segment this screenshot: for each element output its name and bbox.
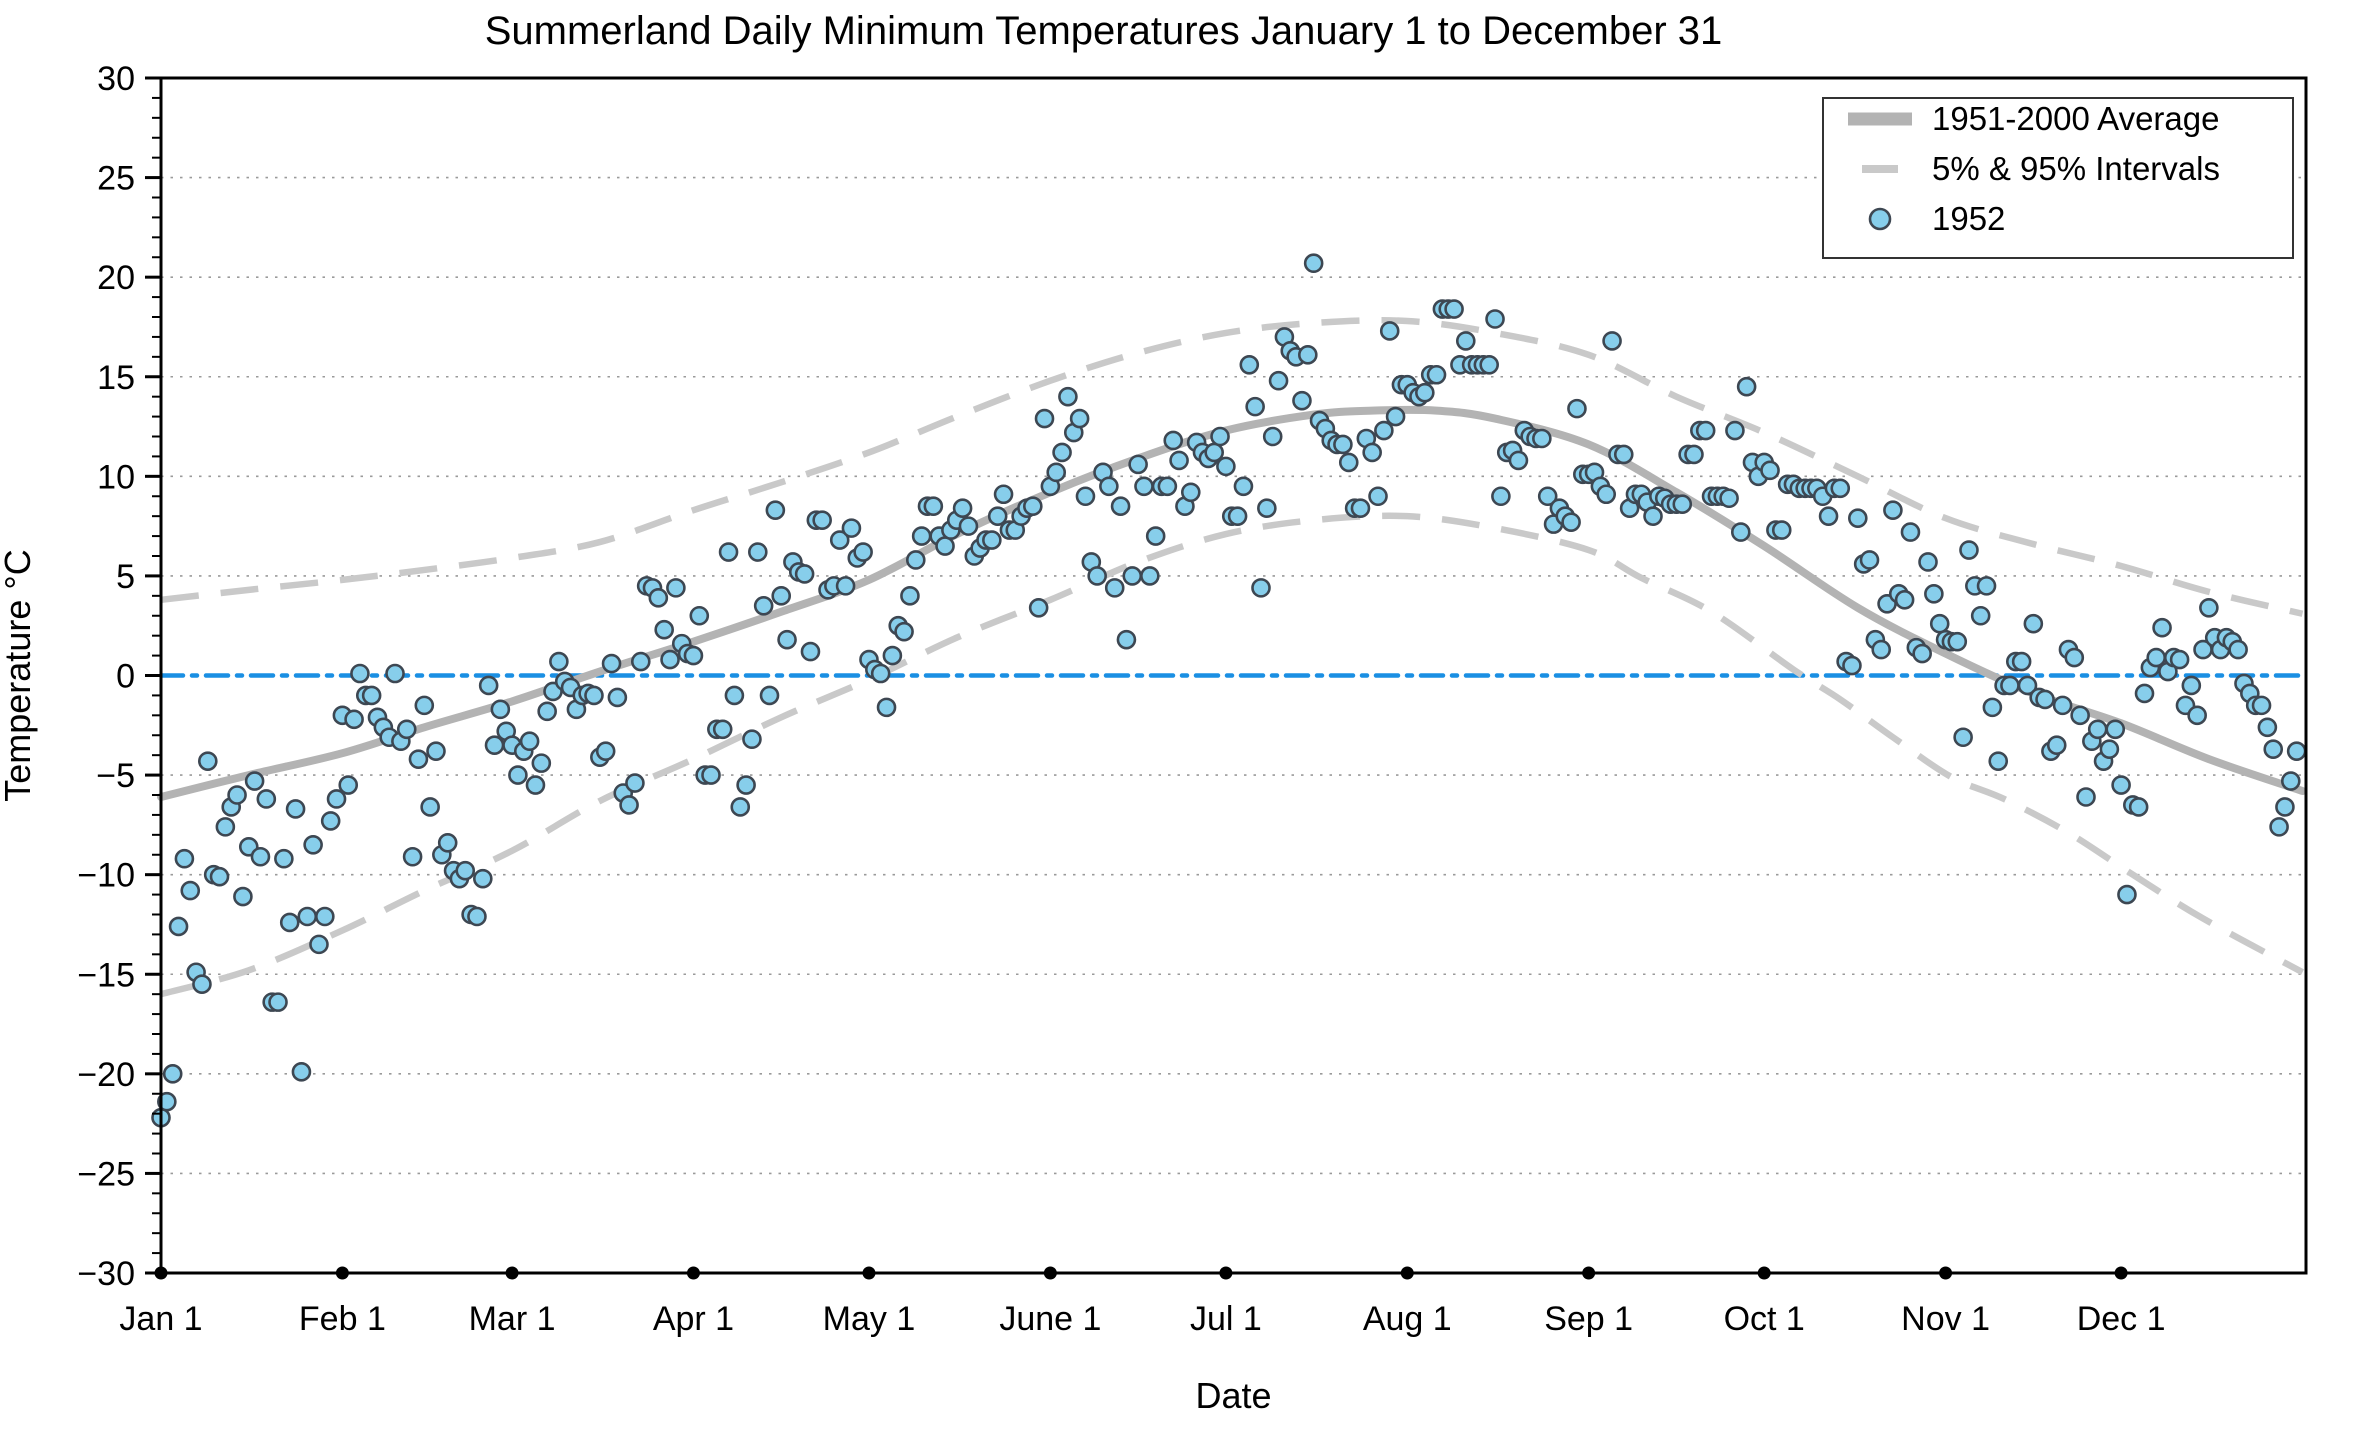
legend-item-average: 1951-2000 Average	[1848, 100, 2219, 137]
y-tick-label: −5	[96, 757, 135, 795]
x-tick-label: Oct 1	[1724, 1300, 1805, 1338]
y-tick-label: 5	[116, 558, 135, 596]
x-axis-label: Date	[1195, 1375, 1271, 1416]
chart-title: Summerland Daily Minimum Temperatures Ja…	[485, 9, 1723, 53]
legend: 1951-2000 Average 5% & 95% Intervals 195…	[1822, 97, 2294, 259]
y-tick-label: 10	[97, 458, 135, 496]
x-tick-label: Sep 1	[1544, 1300, 1633, 1338]
y-tick-label: −30	[77, 1255, 135, 1293]
x-tick-label: Aug 1	[1363, 1300, 1452, 1338]
legend-item-label: 5% & 95% Intervals	[1932, 150, 2220, 187]
x-tick-label: Jul 1	[1190, 1300, 1262, 1338]
legend-item-label: 1951-2000 Average	[1932, 100, 2219, 137]
scatter-points-1952	[151, 253, 2307, 1128]
x-tick-label: May 1	[823, 1300, 916, 1338]
y-tick-label: 0	[116, 658, 135, 696]
legend-item-label: 1952	[1932, 200, 2005, 237]
climatology-curves	[157, 317, 2307, 998]
y-tick-label: −25	[77, 1155, 135, 1193]
y-tick-label: 25	[97, 160, 135, 198]
legend-item-intervals: 5% & 95% Intervals	[1862, 150, 2220, 187]
x-tick-label: Nov 1	[1901, 1300, 1990, 1338]
y-tick-label: 15	[97, 359, 135, 397]
y-tick-label: 30	[97, 60, 135, 98]
x-tick-label: Apr 1	[653, 1300, 734, 1338]
x-tick-label: Dec 1	[2077, 1300, 2166, 1338]
y-axis-label: Temperature °C	[0, 549, 38, 802]
y-tick-label: −15	[77, 956, 135, 994]
legend-item-1952: 1952	[1868, 200, 2005, 237]
x-tick-label: Jan 1	[119, 1300, 202, 1338]
y-tick-label: 20	[97, 259, 135, 297]
axis-ticks	[145, 76, 2128, 1280]
x-tick-label: Mar 1	[469, 1300, 556, 1338]
y-tick-label: −20	[77, 1056, 135, 1094]
x-tick-label: June 1	[999, 1300, 1101, 1338]
axis-tick-labels: −30 −25 −20 −15 −10 −5 0 5 10 15 20 25 30 Jan 1 Feb 1 M…	[77, 60, 2165, 1338]
x-tick-label: Feb 1	[299, 1300, 386, 1338]
y-tick-label: −10	[77, 857, 135, 895]
scatter-marker-swatch-icon	[1868, 207, 1892, 231]
